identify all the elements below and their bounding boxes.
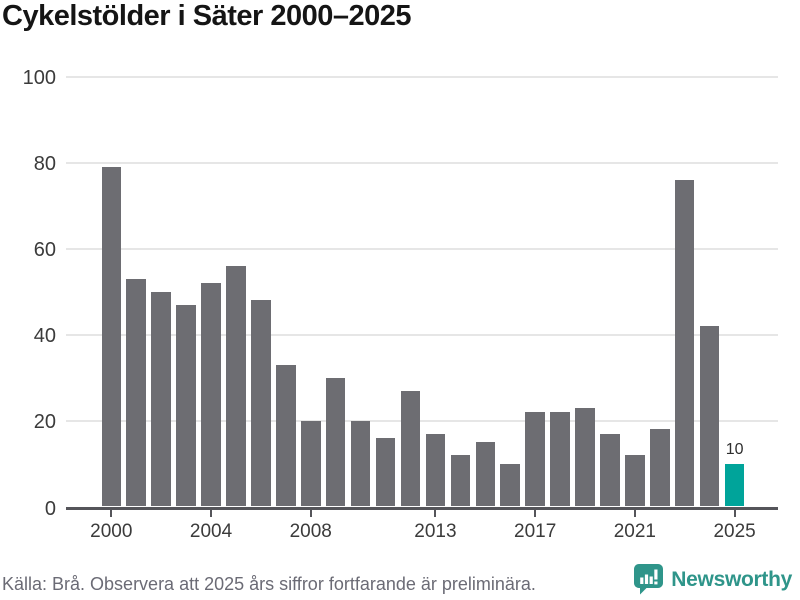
- y-axis-label: 80: [33, 153, 56, 176]
- bar-2018: [550, 412, 570, 507]
- bar-2016: [500, 463, 520, 507]
- newsworthy-logo: Newsworthy: [633, 563, 792, 596]
- bar-2022: [650, 429, 670, 507]
- bar-value-label: 10: [725, 440, 744, 458]
- bar-2011: [375, 437, 396, 507]
- bar-2004: [201, 283, 221, 507]
- gridline-y20: [66, 419, 778, 422]
- bar-2023: [674, 180, 695, 507]
- x-axis-tick: [309, 509, 312, 517]
- bar-2020: [600, 433, 620, 507]
- bar-2013: [425, 433, 446, 507]
- gridline-y40: [66, 333, 778, 336]
- bar-2003: [176, 304, 196, 507]
- chart-title: Cykelstölder i Säter 2000–2025: [2, 0, 412, 32]
- x-axis-line: [66, 506, 778, 510]
- newsworthy-logo-icon: [634, 564, 664, 595]
- bar-2019: [575, 407, 595, 507]
- bar-2002: [151, 291, 171, 507]
- brand-name: Newsworthy: [671, 567, 792, 591]
- x-axis-tick: [633, 509, 636, 517]
- bar-2024: [699, 326, 720, 507]
- x-axis-tick: [434, 509, 437, 517]
- x-axis-tick: [210, 509, 213, 517]
- bar-2021: [625, 454, 645, 507]
- x-axis-label: 2025: [713, 520, 756, 542]
- x-axis-tick: [534, 509, 537, 517]
- bar-2006: [251, 300, 271, 507]
- x-axis-label: 2008: [289, 520, 332, 542]
- bar-2015: [475, 442, 496, 507]
- x-axis-tick: [110, 509, 113, 517]
- x-axis-label: 2013: [414, 520, 457, 542]
- source-note: Källa: Brå. Observera att 2025 års siffr…: [2, 574, 536, 594]
- y-axis-label: 40: [33, 324, 56, 347]
- bar-2005: [226, 266, 246, 507]
- x-axis-label: 2000: [90, 520, 133, 542]
- gridline-y60: [66, 247, 778, 250]
- bar-2001: [126, 278, 146, 507]
- bar-2007: [276, 364, 296, 507]
- gridline-y100: [66, 76, 778, 79]
- y-axis-label: 100: [22, 67, 56, 90]
- y-axis-label: 20: [33, 410, 56, 433]
- bar-2017: [525, 412, 545, 507]
- y-axis-label: 0: [44, 498, 56, 520]
- bar-2009: [325, 377, 346, 507]
- x-axis-tick: [733, 509, 736, 517]
- bar-2014: [450, 454, 471, 507]
- bar-2010: [350, 420, 371, 507]
- y-axis-label: 60: [33, 238, 56, 261]
- bar-2012: [400, 390, 421, 507]
- bar-2025: [724, 463, 745, 507]
- bar-2000: [101, 167, 122, 507]
- bar-2008: [301, 420, 321, 507]
- x-axis-label: 2004: [189, 520, 233, 542]
- x-axis-label: 2021: [613, 520, 656, 542]
- x-axis-label: 2017: [514, 520, 557, 542]
- gridline-y80: [66, 162, 778, 165]
